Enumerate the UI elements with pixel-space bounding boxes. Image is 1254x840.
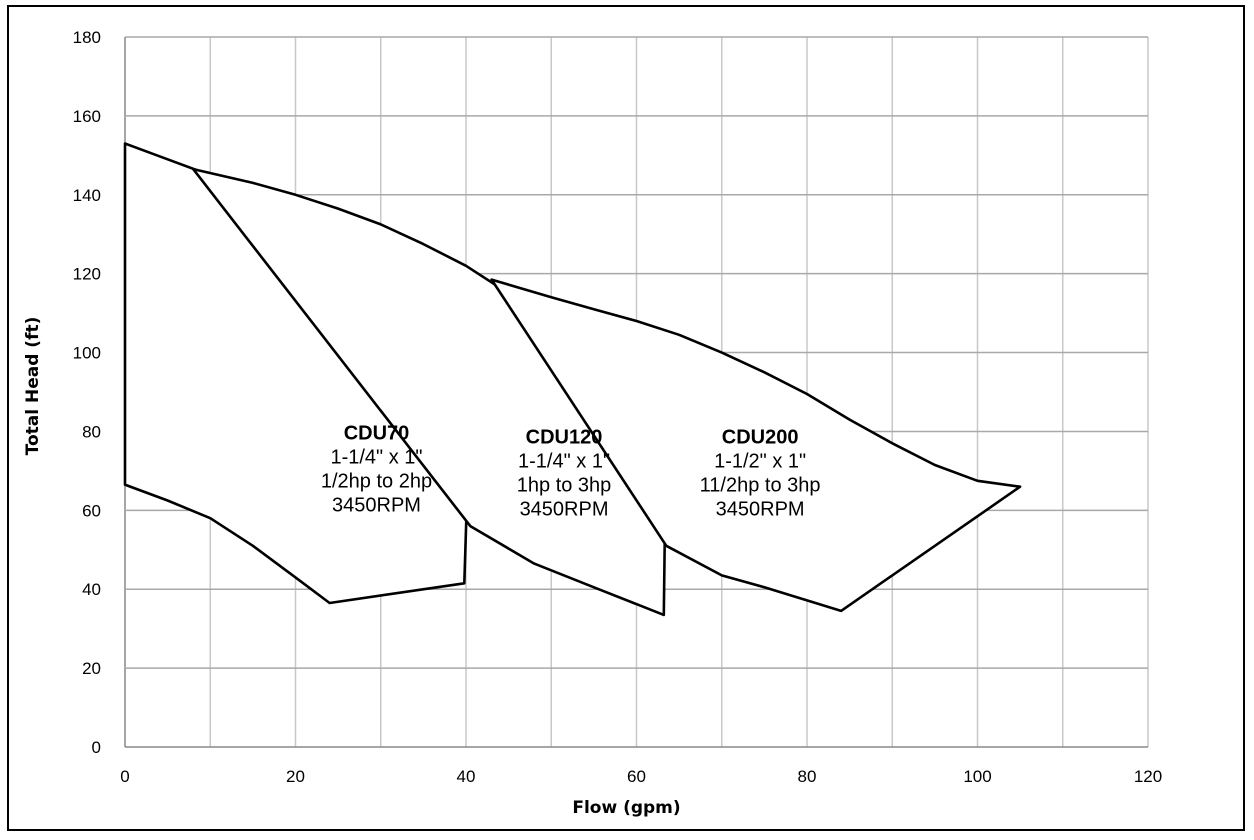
y-tick-label: 140 xyxy=(73,186,101,205)
region-detail-label: 1/2hp to 2hp xyxy=(321,470,432,492)
region-detail-label: 1-1/2" x 1" xyxy=(714,450,806,472)
x-tick-label: 40 xyxy=(457,767,476,786)
y-tick-label: 100 xyxy=(73,344,101,363)
x-tick-label: 120 xyxy=(1134,767,1162,786)
y-tick-label: 40 xyxy=(82,580,101,599)
y-tick-label: 0 xyxy=(92,738,101,757)
region-name-label: CDU70 xyxy=(344,422,410,444)
region-detail-label: 1-1/4" x 1" xyxy=(518,450,610,472)
region-detail-label: 3450RPM xyxy=(716,498,805,520)
region-detail-label: 1hp to 3hp xyxy=(517,474,612,496)
x-axis-title: Flow (gpm) xyxy=(572,798,680,818)
y-tick-label: 160 xyxy=(73,107,101,126)
x-tick-label: 0 xyxy=(120,767,129,786)
region-name-label: CDU120 xyxy=(526,426,603,448)
x-tick-label: 60 xyxy=(627,767,646,786)
y-tick-label: 60 xyxy=(82,501,101,520)
region-detail-label: 11/2hp to 3hp xyxy=(700,474,821,496)
region-detail-label: 1-1/4" x 1" xyxy=(330,446,422,468)
y-axis-title: Total Head (ft) xyxy=(23,317,43,456)
tick-labels: 0 20 40 60 80 100 120 0 20 40 60 80 100 120 140 160 180 xyxy=(73,28,1163,786)
region-detail-label: 3450RPM xyxy=(332,494,421,516)
region-detail-label: 3450RPM xyxy=(520,498,609,520)
y-tick-label: 80 xyxy=(82,422,101,441)
x-tick-label: 80 xyxy=(798,767,817,786)
regions xyxy=(123,142,1022,617)
y-tick-label: 120 xyxy=(73,265,101,284)
region-cdu200 xyxy=(490,278,1022,613)
x-tick-label: 100 xyxy=(963,767,991,786)
region-name-label: CDU200 xyxy=(722,426,799,448)
y-tick-label: 180 xyxy=(73,28,101,47)
x-tick-label: 20 xyxy=(286,767,305,786)
y-tick-label: 20 xyxy=(82,659,101,678)
